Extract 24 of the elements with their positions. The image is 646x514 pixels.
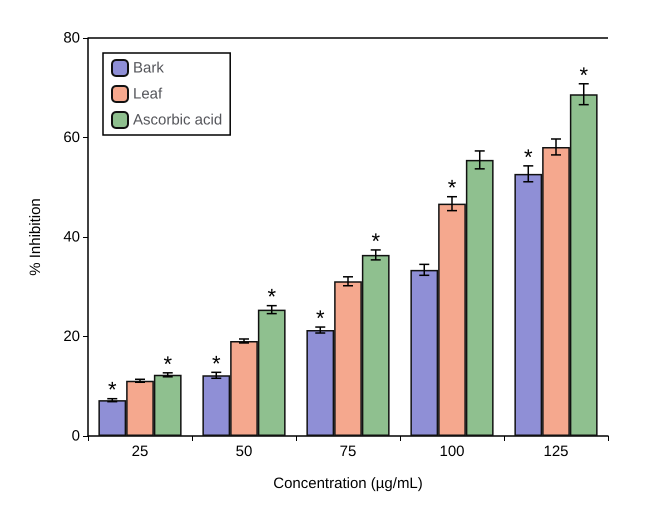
data-label: * [371,228,380,254]
data-label: * [163,351,172,376]
data-label: * [316,306,325,331]
x-tick-label: 100 [439,443,465,460]
y-tick-label: 20 [63,328,80,345]
data-label: * [267,284,276,310]
x-axis-title: Concentration (µg/mL) [273,475,423,492]
x-tick-label: 75 [340,443,356,460]
data-label: * [524,144,533,170]
legend-label: Ascorbic acid [133,112,222,128]
y-tick-label: 40 [63,228,80,246]
data-label: * [108,377,117,402]
data-label: * [579,62,588,88]
y-axis-title: % Inhibition [27,198,44,276]
legend-label: Leaf [133,86,164,102]
x-tick-label: 125 [543,443,569,460]
y-tick-label: 60 [63,129,80,146]
data-label: * [448,175,457,200]
y-tick-label: 0 [72,428,80,444]
y-tick-label: 80 [63,30,80,46]
x-tick-label: 25 [132,443,148,460]
data-label: * [212,350,221,376]
x-tick-label: 50 [236,443,252,460]
legend-label: Bark [133,60,164,76]
